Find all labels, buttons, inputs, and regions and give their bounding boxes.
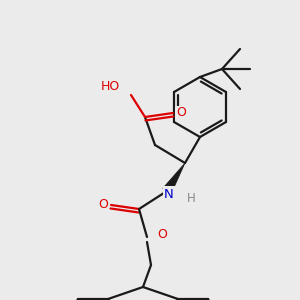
Text: N: N	[164, 188, 174, 200]
Text: O: O	[176, 106, 186, 119]
Text: H: H	[187, 193, 196, 206]
Text: HO: HO	[101, 80, 120, 94]
Polygon shape	[163, 163, 185, 194]
Text: O: O	[157, 229, 167, 242]
Text: O: O	[98, 199, 108, 212]
